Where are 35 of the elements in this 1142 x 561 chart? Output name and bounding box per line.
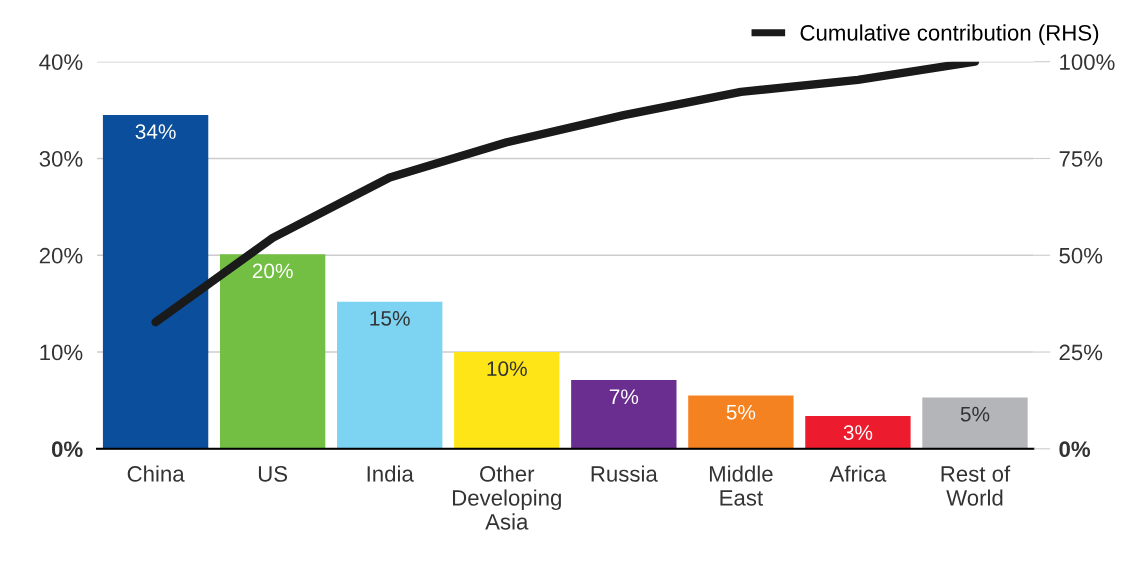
x-tick-label: Africa (829, 465, 887, 482)
bar (102, 114, 209, 449)
y-tick-label: 20% (39, 247, 83, 264)
data-label: 3% (843, 425, 873, 440)
data-label: 15% (370, 311, 410, 326)
x-tick-label: Russia (591, 465, 658, 482)
x-tick-label: India (367, 465, 414, 482)
bar (805, 415, 911, 449)
x-tick-label: Other Developing Asia (453, 465, 561, 530)
data-label: 5% (960, 406, 990, 422)
y-tick-label: 40% (39, 54, 83, 70)
legend-label: Cumulative contribution (RHS) (800, 24, 1099, 46)
x-tick-label: US (258, 466, 288, 482)
y2-tick-label: 100% (1060, 54, 1115, 70)
y-tick-label: 10% (40, 344, 83, 361)
y-tick-label: 30% (39, 151, 83, 167)
bar (688, 395, 794, 449)
data-label: 20% (252, 263, 293, 279)
x-tick-label: Middle East (709, 465, 773, 506)
bar (454, 352, 560, 449)
y2-tick-label: 0% (1059, 441, 1091, 458)
y2-tick-label: 25% (1059, 344, 1103, 361)
data-label: 10% (487, 361, 527, 377)
y-tick-label: 0% (51, 441, 83, 458)
bar (571, 380, 677, 449)
data-label: 5% (726, 404, 756, 420)
data-label: 7% (609, 389, 639, 405)
x-tick-label: China (127, 465, 185, 482)
y2-tick-label: 75% (1059, 151, 1103, 167)
y2-tick-label: 50% (1059, 247, 1103, 264)
bar (922, 397, 1028, 449)
data-label: 34% (135, 124, 176, 139)
bar (337, 301, 443, 449)
x-tick-label: Rest of World (941, 465, 1011, 506)
bar (219, 254, 326, 449)
